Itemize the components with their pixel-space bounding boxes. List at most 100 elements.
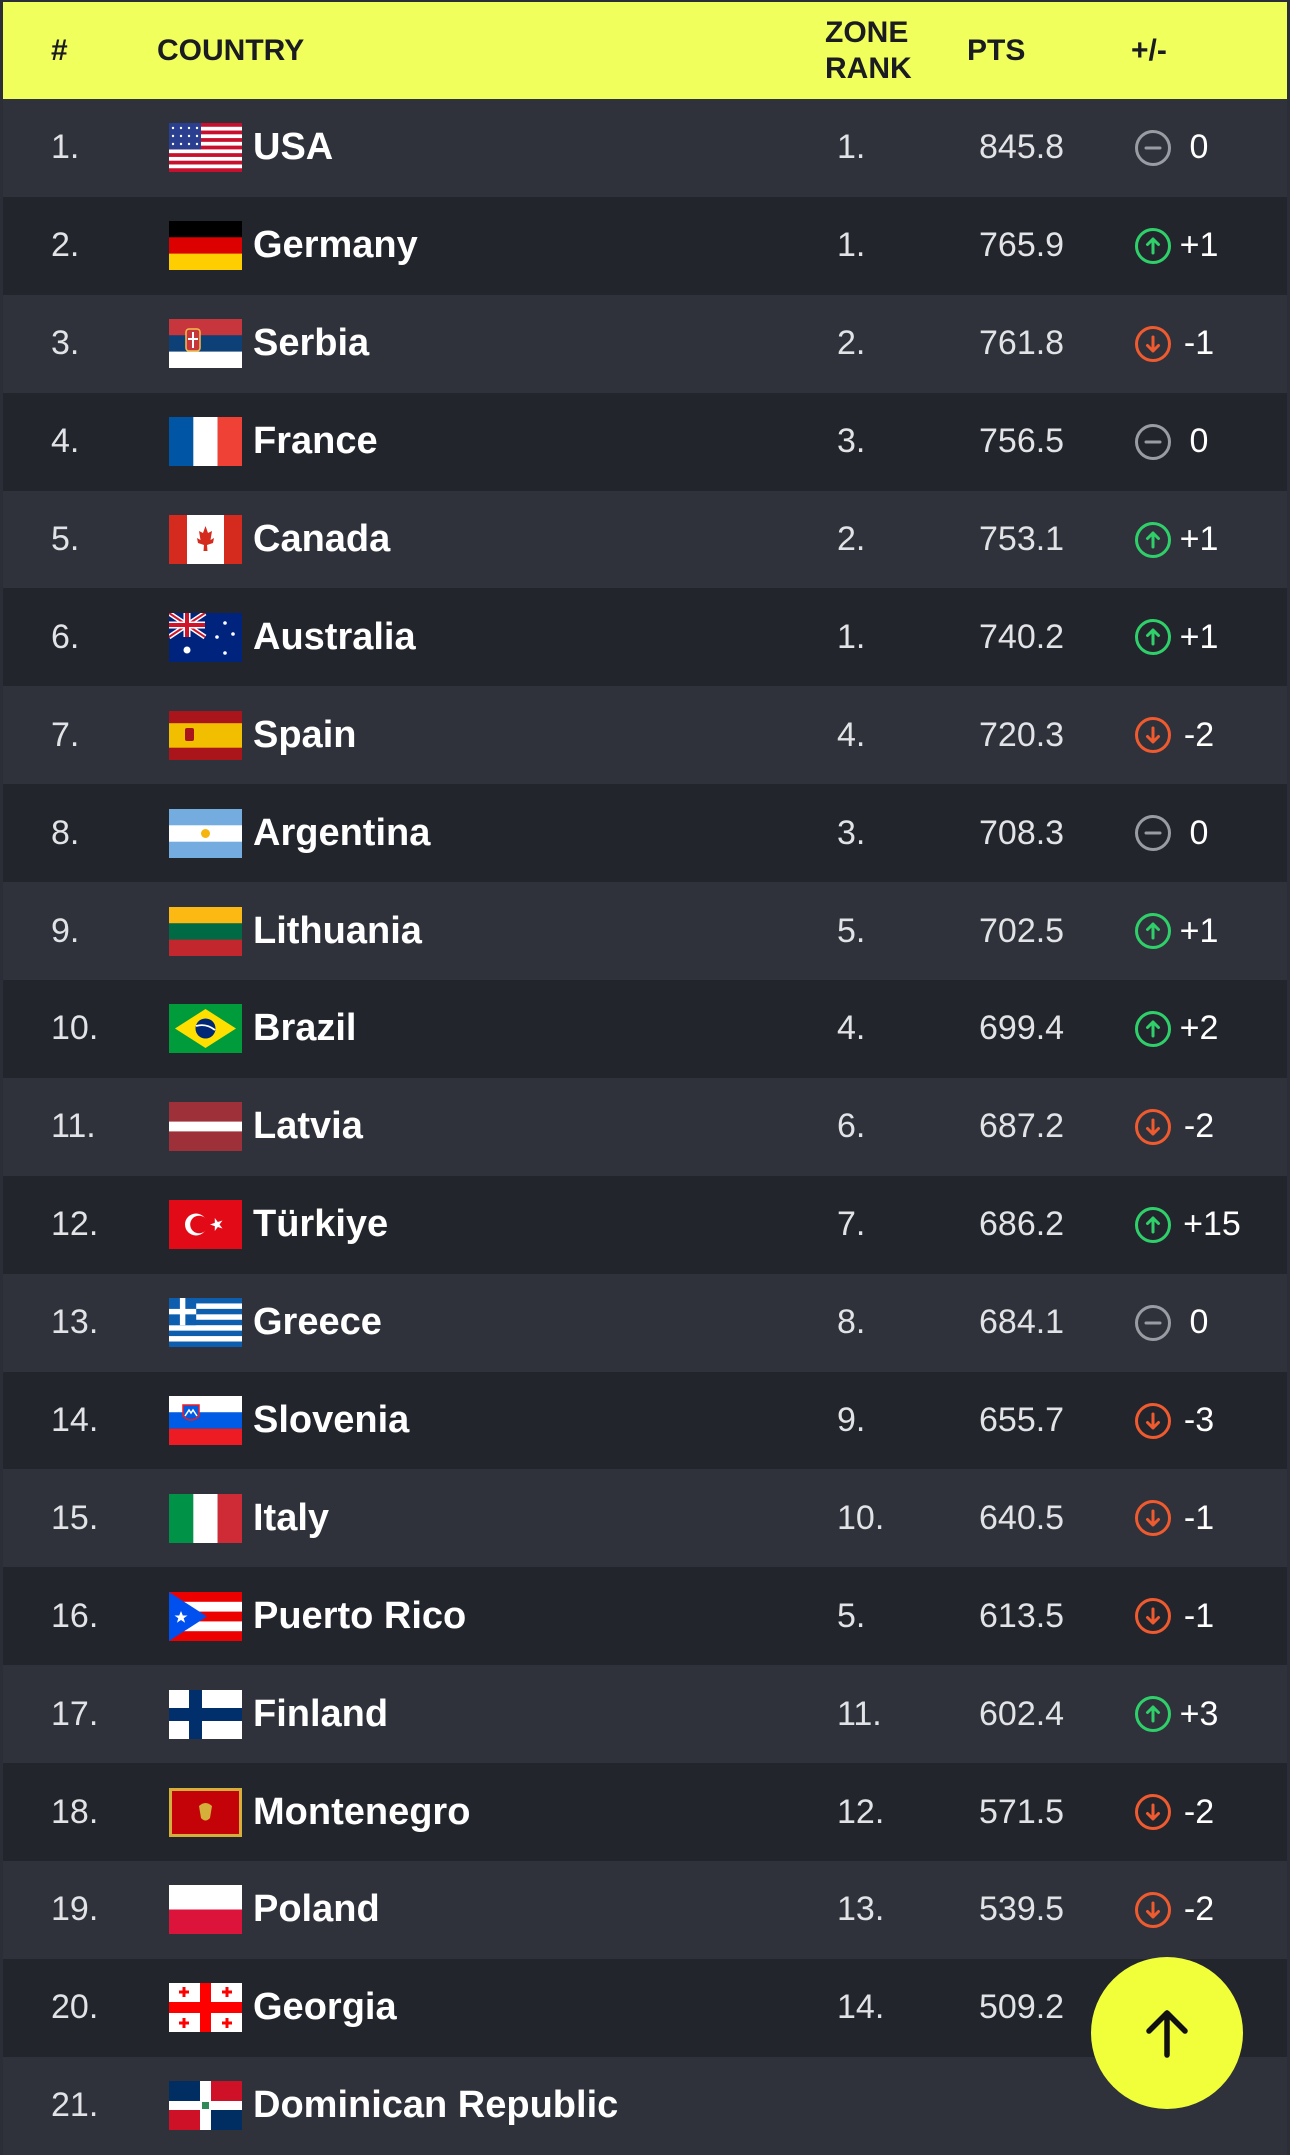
flag-cell [169, 1861, 242, 1959]
country-name[interactable]: Dominican Republic [253, 2084, 619, 2127]
country-name[interactable]: Germany [253, 224, 418, 267]
country-name[interactable]: USA [253, 126, 334, 169]
zone-rank-value: 2. [837, 324, 866, 363]
trend-icon-cell [1134, 197, 1172, 295]
table-row[interactable]: 3. Serbia 2. 761.8 -1 [3, 294, 1287, 393]
trend-icon-cell [1134, 295, 1172, 393]
flag-slovenia-icon [169, 1396, 242, 1446]
change-value: +3 [1179, 1694, 1219, 1733]
flag-cell [169, 1567, 242, 1665]
header-zone-rank[interactable]: ZONE RANK [825, 2, 912, 99]
country-name[interactable]: Canada [253, 518, 391, 560]
arrow-up-circle-icon [1134, 1010, 1172, 1048]
flag-montenegro-icon [169, 1787, 242, 1837]
arrow-down-circle-icon [1134, 1597, 1172, 1635]
flag-cell [169, 99, 242, 197]
change-value: -2 [1183, 1107, 1215, 1146]
country-name[interactable]: Latvia [253, 1105, 363, 1148]
trend-icon-cell [1134, 1274, 1172, 1372]
points-value: 720.3 [979, 715, 1065, 754]
table-row[interactable]: 16. Puerto Rico 5. 613.5 -1 [3, 1567, 1287, 1666]
flag-cell [169, 1372, 242, 1470]
country-name[interactable]: Türkiye [253, 1203, 389, 1246]
country-name[interactable]: Finland [253, 1692, 389, 1735]
zone-rank-value: 1. [837, 128, 866, 167]
table-row[interactable]: 5. Canada 2. 753.1 +1 [3, 490, 1287, 589]
arrow-up-circle-icon [1134, 227, 1172, 265]
table-row[interactable]: 18. Montenegro 12. 571.5 -2 [3, 1763, 1287, 1862]
flag-puerto-rico-icon [169, 1591, 242, 1641]
trend-icon-cell [1134, 980, 1172, 1078]
country-name[interactable]: Puerto Rico [253, 1594, 467, 1637]
scroll-top-button[interactable] [1091, 1957, 1243, 2109]
rank-value: 2. [51, 226, 80, 265]
table-row[interactable]: 12. Türkiye 7. 686.2 +15 [3, 1175, 1287, 1274]
trend-icon-cell [1134, 588, 1172, 686]
table-row[interactable]: 20. Georgia 14. 509.2 [3, 1958, 1287, 2057]
flag-cell [169, 1665, 242, 1763]
table-row[interactable]: 6. Australia 1. 740.2 +1 [3, 588, 1287, 687]
zone-rank-value: 10. [837, 1498, 885, 1537]
header-country[interactable]: COUNTRY [157, 33, 305, 67]
country-name[interactable]: Montenegro [253, 1790, 471, 1833]
arrow-down-circle-icon [1134, 325, 1172, 363]
table-row[interactable]: 14. Slovenia 9. 655.7 -3 [3, 1371, 1287, 1470]
flag-cell [169, 1469, 242, 1567]
country-name[interactable]: France [253, 420, 378, 463]
trend-icon-cell [1134, 882, 1172, 980]
points-value: 845.8 [979, 128, 1065, 167]
flag-finland-icon [169, 1689, 242, 1739]
table-row[interactable]: 21. Dominican Republic [3, 2056, 1287, 2155]
table-row[interactable]: 1. USA 1. 845.8 0 [3, 99, 1287, 197]
table-row[interactable]: 15. Italy 10. 640.5 -1 [3, 1469, 1287, 1568]
arrow-up-circle-icon [1134, 1206, 1172, 1244]
trend-icon-cell [1134, 1469, 1172, 1567]
table-row[interactable]: 13. Greece 8. 684.1 0 [3, 1273, 1287, 1372]
points-value: 687.2 [979, 1107, 1065, 1146]
country-name[interactable]: Lithuania [253, 909, 422, 952]
arrow-up-icon [1146, 2010, 1188, 2058]
table-row[interactable]: 11. Latvia 6. 687.2 -2 [3, 1077, 1287, 1176]
trend-icon-cell [1134, 1763, 1172, 1861]
rank-value: 9. [51, 911, 80, 950]
table-row[interactable]: 8. Argentina 3. 708.3 0 [3, 784, 1287, 883]
flag-cell [169, 295, 242, 393]
country-name[interactable]: Greece [253, 1301, 382, 1344]
flag-italy-icon [169, 1493, 242, 1543]
table-row[interactable]: 10. Brazil 4. 699.4 +2 [3, 980, 1287, 1078]
rank-value: 18. [51, 1792, 99, 1831]
country-name[interactable]: Georgia [253, 1986, 397, 2029]
header-points[interactable]: PTS [967, 33, 1026, 67]
country-name[interactable]: Brazil [253, 1007, 357, 1050]
trend-icon-cell [1134, 1567, 1172, 1665]
table-row[interactable]: 17. Finland 11. 602.4 +3 [3, 1665, 1287, 1764]
country-name[interactable]: Serbia [253, 322, 370, 365]
table-row[interactable]: 9. Lithuania 5. 702.5 +1 [3, 882, 1287, 981]
minus-circle-icon [1134, 814, 1172, 852]
country-name[interactable]: Slovenia [253, 1399, 410, 1442]
header-rank[interactable]: # [51, 33, 68, 67]
arrow-down-circle-icon [1134, 1108, 1172, 1146]
country-name[interactable]: Italy [253, 1496, 330, 1539]
flag-cell [169, 882, 242, 980]
points-value: 765.9 [979, 226, 1065, 265]
rank-value: 16. [51, 1596, 99, 1635]
zone-rank-value: 5. [837, 911, 866, 950]
minus-circle-icon [1134, 1304, 1172, 1342]
table-row[interactable]: 2. Germany 1. 765.9 +1 [3, 196, 1287, 295]
table-row[interactable]: 4. France 3. 756.5 0 [3, 392, 1287, 491]
zone-rank-value: 5. [837, 1596, 866, 1635]
country-name[interactable]: Poland [253, 1888, 380, 1931]
country-name[interactable]: Spain [253, 713, 357, 756]
flag-latvia-icon [169, 1102, 242, 1152]
table-row[interactable]: 19. Poland 13. 539.5 -2 [3, 1861, 1287, 1959]
arrow-down-circle-icon [1134, 1499, 1172, 1537]
change-value: +15 [1183, 1205, 1241, 1244]
table-row[interactable]: 7. Spain 4. 720.3 -2 [3, 686, 1287, 785]
flag-spain-icon [169, 710, 242, 760]
flag-lithuania-icon [169, 906, 242, 956]
country-name[interactable]: Argentina [253, 811, 431, 854]
change-value: -2 [1183, 715, 1215, 754]
country-name[interactable]: Australia [253, 615, 416, 658]
header-change[interactable]: +/- [1131, 33, 1167, 67]
